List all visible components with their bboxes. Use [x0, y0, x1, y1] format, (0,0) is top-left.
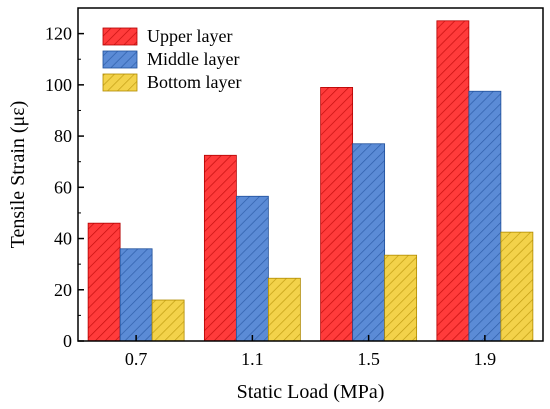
bar-upper-layer-0.7 — [87, 222, 121, 342]
legend-swatch-upper-layer — [102, 27, 138, 46]
x-axis: 0.7 1.1 1.5 1.9 — [125, 335, 496, 369]
legend-label-bottom-layer: Bottom layer — [147, 72, 241, 92]
bar-bottom-layer-1.1 — [267, 277, 301, 342]
y-tick-label: 100 — [45, 75, 72, 95]
bar-upper-layer-1.9 — [436, 20, 470, 342]
bar-middle-layer-1.9 — [468, 90, 502, 342]
x-axis-label: Static Load (MPa) — [237, 381, 385, 403]
y-tick-label: 60 — [54, 177, 72, 197]
legend-label-upper-layer: Upper layer — [147, 26, 232, 46]
y-axis-label: Tensile Strain (με) — [7, 101, 29, 249]
bar-middle-layer-0.7 — [119, 248, 153, 342]
x-tick-label: 1.5 — [357, 349, 380, 369]
bars-layer — [87, 20, 534, 342]
x-tick-label: 1.9 — [474, 349, 497, 369]
y-tick-label: 40 — [54, 229, 72, 249]
bar-upper-layer-1.5 — [320, 87, 354, 342]
bar-middle-layer-1.5 — [352, 143, 386, 342]
bar-upper-layer-1.1 — [203, 154, 237, 342]
y-tick-label: 20 — [54, 280, 72, 300]
bar-bottom-layer-1.5 — [384, 254, 418, 342]
y-tick-label: 80 — [54, 126, 72, 146]
x-tick-label: 0.7 — [125, 349, 148, 369]
legend: Upper layer Middle layer Bottom layer — [102, 26, 241, 92]
bar-middle-layer-1.1 — [235, 195, 269, 342]
y-tick-label: 120 — [45, 24, 72, 44]
y-tick-label: 0 — [63, 331, 72, 351]
legend-swatch-middle-layer — [102, 50, 138, 69]
plot-border — [77, 7, 544, 342]
x-tick-label: 1.1 — [241, 349, 264, 369]
bar-bottom-layer-1.9 — [500, 231, 534, 342]
bar-bottom-layer-0.7 — [151, 299, 185, 342]
plot-frame — [77, 7, 544, 342]
y-axis: 0 20 40 60 80 100 120 — [45, 24, 84, 351]
legend-swatch-bottom-layer — [102, 73, 138, 92]
legend-label-middle-layer: Middle layer — [147, 49, 239, 69]
